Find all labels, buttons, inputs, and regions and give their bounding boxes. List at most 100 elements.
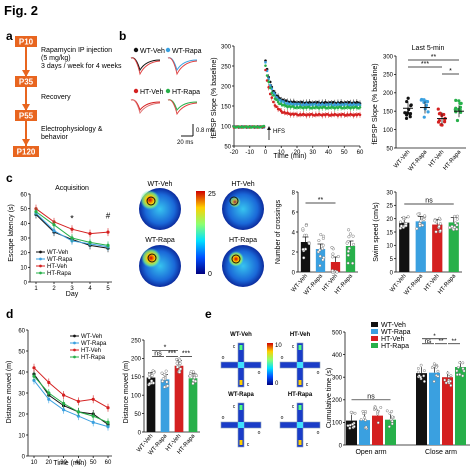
data-point xyxy=(404,224,408,228)
data-point xyxy=(422,217,426,221)
data-point xyxy=(402,215,406,220)
maze-label: WT-Rapa xyxy=(228,392,254,398)
data-point xyxy=(390,415,394,419)
significance-label: *** xyxy=(168,351,176,358)
data-point xyxy=(455,214,459,218)
y-axis-label: fEPSP Slope (% baseline) xyxy=(372,63,379,144)
data-point xyxy=(416,212,420,216)
bar-ht-veh xyxy=(174,365,184,432)
data-point xyxy=(443,120,447,124)
bar-wt-rapa xyxy=(160,379,170,432)
data-point xyxy=(348,426,352,430)
trace-ht-veh-ltp xyxy=(130,99,161,115)
colorbar-max: 25 xyxy=(208,191,216,198)
legend-label: WT-Veh xyxy=(381,322,406,329)
data-point xyxy=(175,357,179,361)
last5-scatter-chart: Last 5-min fEPSP Slope (% baseline) 50 10… xyxy=(372,45,466,173)
data-point-ht-rapa xyxy=(276,100,280,104)
x-tick-label: 20 xyxy=(45,460,52,466)
data-point xyxy=(91,420,95,424)
y-axis-label: Number of crossings xyxy=(275,199,282,264)
data-point xyxy=(346,253,350,257)
bar-wt-rapa xyxy=(315,249,326,272)
data-point-ht-veh xyxy=(272,100,275,104)
data-point xyxy=(422,115,426,119)
data-point xyxy=(363,418,367,422)
data-point xyxy=(362,412,366,416)
heatmap-label-wt-veh: WT-Veh xyxy=(148,181,173,188)
data-point xyxy=(317,239,321,243)
x-tick-label: 50 xyxy=(341,150,348,156)
timeline-text: Recovery xyxy=(41,94,71,101)
data-point-ht-rapa xyxy=(264,64,267,67)
data-point xyxy=(76,410,80,414)
maze-letter-closed: c xyxy=(247,442,250,448)
timeline-step-box xyxy=(15,76,37,87)
data-point xyxy=(424,103,428,107)
data-point xyxy=(346,261,350,265)
data-point xyxy=(458,105,463,109)
data-point xyxy=(438,222,442,226)
bar-wt-rapa xyxy=(415,221,426,272)
data-point-ht-rapa xyxy=(272,94,275,97)
trace-wt-veh-ltp xyxy=(130,57,161,76)
data-point xyxy=(165,380,169,384)
data-point-ht-rapa xyxy=(358,105,362,109)
data-point xyxy=(321,236,325,240)
heatmap-label-ht-veh: HT-Veh xyxy=(231,181,254,188)
data-point xyxy=(175,361,179,365)
y-axis-label: fEPSP Slope (% baseline) xyxy=(211,57,218,138)
y-tick-label: 20 xyxy=(20,251,27,257)
legend-label: WT-Veh xyxy=(81,334,102,340)
x-tick-label: 3 xyxy=(70,286,74,292)
timeline-arrowhead xyxy=(22,70,30,77)
data-point xyxy=(318,264,322,268)
heatmap-label-ht-rapa: HT-Rapa xyxy=(229,237,257,244)
colorbar-min: 0 xyxy=(275,381,279,387)
panel-letter-a: a xyxy=(6,29,13,43)
legend-swatch xyxy=(371,322,378,327)
panel-letter-e: e xyxy=(205,307,212,321)
y-tick-label: 300 xyxy=(221,44,232,50)
x-tick-label: 20 xyxy=(294,150,301,156)
data-point xyxy=(189,370,193,374)
significance-label: # xyxy=(106,211,111,220)
data-point xyxy=(442,112,446,117)
significance-label: ** xyxy=(318,197,324,204)
y-tick-label: 60 xyxy=(20,192,27,198)
data-point xyxy=(390,409,394,413)
data-point xyxy=(47,391,51,395)
data-point xyxy=(398,220,403,224)
data-point xyxy=(304,233,308,237)
legend-marker xyxy=(133,88,139,94)
data-point xyxy=(346,249,350,253)
significance-label: ns xyxy=(367,393,375,400)
crossings-chart: Number of crossings 02468WT-VehWT-RapaHT… xyxy=(275,190,358,297)
data-point xyxy=(32,366,36,370)
legend-label: WT-Rapa xyxy=(381,329,411,336)
data-point xyxy=(91,397,95,401)
legend-swatch xyxy=(371,329,378,334)
legend-marker xyxy=(39,271,42,275)
legend-label: HT-Rapa xyxy=(81,355,106,361)
data-point xyxy=(422,374,426,378)
x-tick-label: -20 xyxy=(230,150,239,156)
data-point xyxy=(320,247,325,251)
timeline-text: (5 mg/kg) xyxy=(41,55,71,62)
data-point xyxy=(188,374,192,378)
legend-label-ht-veh: HT-Veh xyxy=(140,89,163,96)
y-tick-label: 10 xyxy=(18,433,25,439)
timeline-step-label: P35 xyxy=(19,78,34,87)
data-point xyxy=(47,380,51,385)
data-point xyxy=(88,232,92,236)
bar-wt-veh xyxy=(346,420,357,445)
ltp-timecourse-chart: fEPSP Slope (% baseline) Time (min) HFS … xyxy=(211,44,364,160)
data-point xyxy=(191,378,195,382)
timeline-step-label: P10 xyxy=(19,38,34,47)
data-point xyxy=(408,115,412,119)
data-point xyxy=(374,406,378,410)
data-point xyxy=(432,380,436,383)
x-tick-label: 10 xyxy=(31,460,38,466)
data-point-ht-veh xyxy=(358,113,362,117)
legend-label-wt-veh: WT-Veh xyxy=(140,48,165,55)
